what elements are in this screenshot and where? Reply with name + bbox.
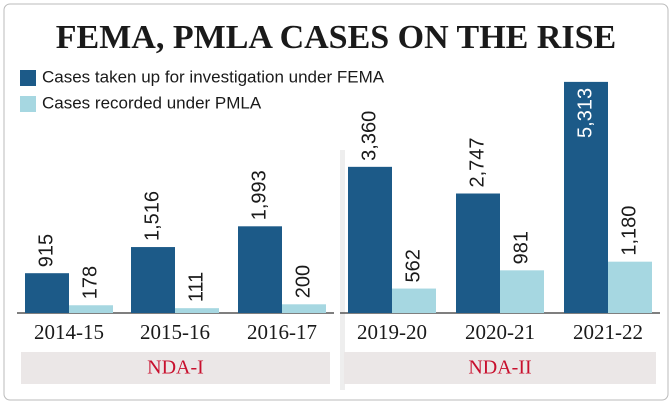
group-band bbox=[21, 352, 330, 384]
legend-swatch bbox=[20, 96, 36, 112]
legend-label: Cases taken up for investigation under F… bbox=[42, 67, 385, 86]
value-label: 3,360 bbox=[358, 111, 380, 161]
group-label: NDA-I bbox=[147, 357, 204, 379]
bar bbox=[25, 273, 69, 313]
bar bbox=[131, 247, 175, 313]
bar bbox=[69, 305, 113, 313]
value-label: 178 bbox=[79, 266, 101, 299]
value-label: 1,516 bbox=[141, 191, 163, 241]
bar bbox=[564, 81, 608, 314]
group-label: NDA-II bbox=[468, 357, 531, 379]
x-tick-label: 2015-16 bbox=[140, 320, 210, 344]
value-label: 981 bbox=[510, 231, 532, 264]
value-label: 1,993 bbox=[248, 170, 270, 220]
value-label: 1,180 bbox=[618, 206, 640, 256]
bar bbox=[392, 288, 436, 313]
bar bbox=[348, 166, 392, 313]
value-label: 562 bbox=[402, 249, 424, 282]
x-tick-label: 2020-21 bbox=[465, 320, 535, 344]
value-label: 200 bbox=[292, 265, 314, 298]
bar bbox=[608, 261, 652, 313]
chart-title: FEMA, PMLA CASES ON THE RISE bbox=[56, 19, 616, 56]
value-label: 111 bbox=[185, 272, 207, 302]
legend-swatch bbox=[20, 70, 36, 86]
bar bbox=[282, 304, 326, 313]
bar bbox=[456, 193, 500, 313]
x-tick-label: 2016-17 bbox=[247, 320, 317, 344]
panel-divider bbox=[340, 150, 345, 390]
bar bbox=[238, 226, 282, 313]
x-tick-label: 2021-22 bbox=[573, 320, 643, 344]
bar bbox=[175, 308, 219, 313]
value-label: 5,313 bbox=[574, 88, 596, 138]
value-label: 915 bbox=[35, 234, 57, 267]
value-label: 2,747 bbox=[466, 137, 488, 187]
x-tick-label: 2014-15 bbox=[34, 320, 104, 344]
bar bbox=[500, 270, 544, 313]
x-tick-label: 2019-20 bbox=[357, 320, 427, 344]
group-band bbox=[344, 352, 656, 384]
legend-label: Cases recorded under PMLA bbox=[42, 93, 262, 112]
